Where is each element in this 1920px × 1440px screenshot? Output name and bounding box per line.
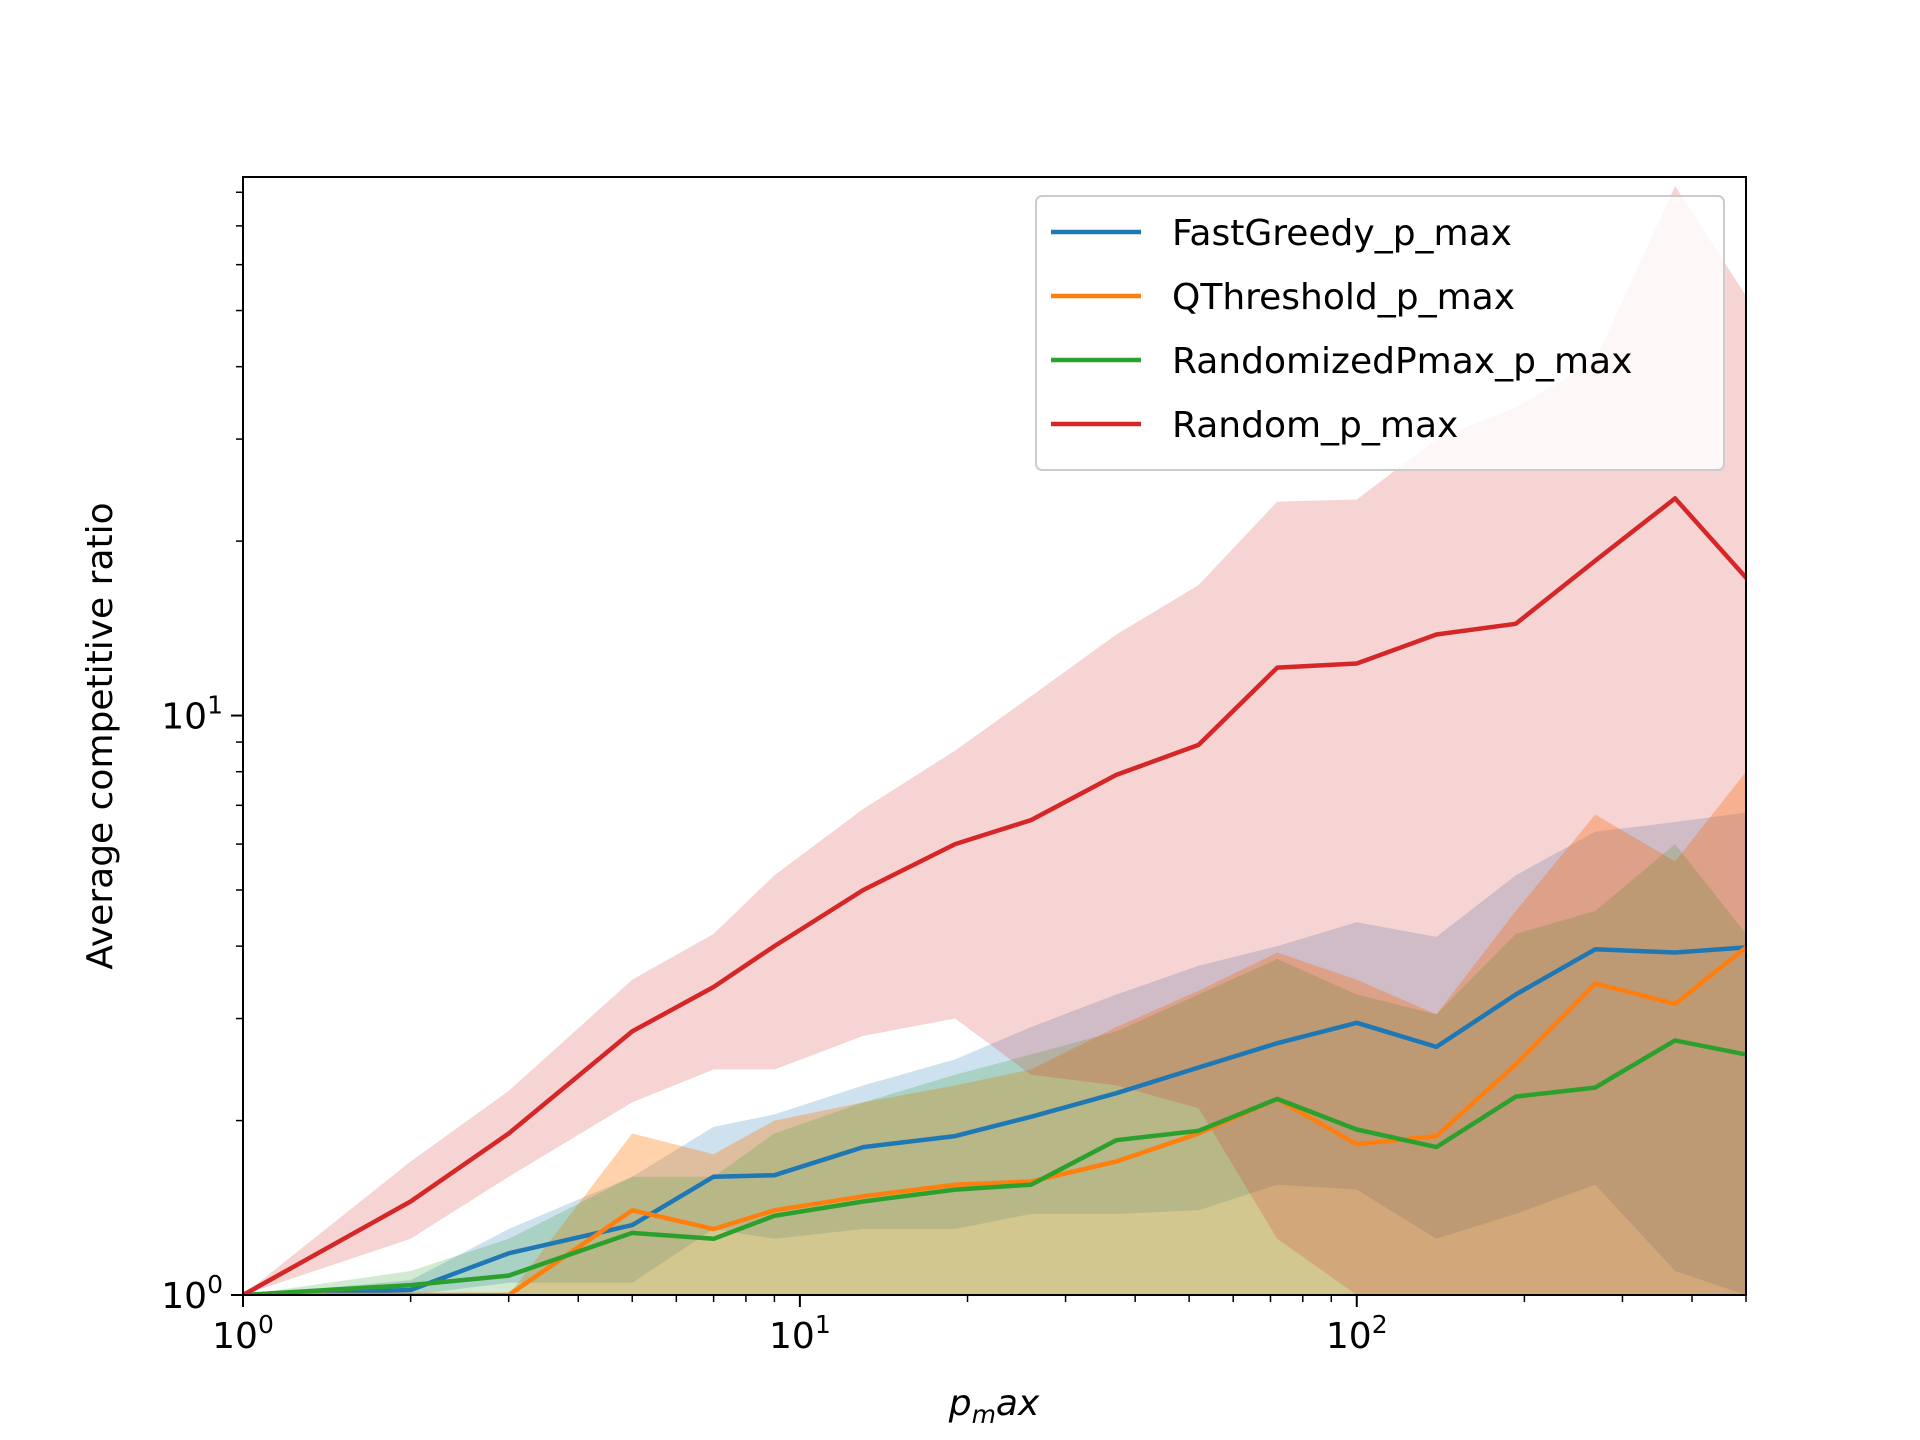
x-tick-label: 101 xyxy=(769,1310,831,1357)
line-randomizedpmax-p-max xyxy=(243,1038,1746,1295)
x-axis-label-rest: ax xyxy=(996,1383,1040,1424)
y-axis-label: Average competitive ratio xyxy=(80,502,121,969)
x-axis-label: pmax xyxy=(948,1383,1040,1429)
legend-label-randomizedpmax-p-max: RandomizedPmax_p_max xyxy=(1172,341,1632,382)
x-tick-label: 100 xyxy=(212,1310,274,1357)
x-axis-label-base: p xyxy=(948,1383,972,1424)
band-fastgreedy-p-max xyxy=(243,812,1746,1295)
line-fastgreedy-p-max xyxy=(243,945,1746,1295)
plot-frame xyxy=(242,176,1747,1296)
confidence-bands xyxy=(243,186,1746,1295)
line-qthreshold-p-max xyxy=(243,944,1746,1295)
legend-box xyxy=(1035,195,1725,471)
series-lines xyxy=(243,496,1746,1295)
legend-label-qthreshold-p-max: QThreshold_p_max xyxy=(1172,277,1515,318)
band-randomizedpmax-p-max xyxy=(243,844,1746,1295)
line-random-p-max xyxy=(243,496,1746,1295)
legend-label-random-p-max: Random_p_max xyxy=(1172,405,1458,446)
y-tick-label: 100 xyxy=(161,1270,223,1317)
x-tick-label: 102 xyxy=(1326,1310,1388,1357)
legend-label-fastgreedy-p-max: FastGreedy_p_max xyxy=(1172,213,1512,254)
x-axis-label-sub: m xyxy=(972,1400,996,1429)
y-tick-label: 101 xyxy=(161,691,223,738)
legend: FastGreedy_p_max QThreshold_p_max Randomiz… xyxy=(1035,195,1725,471)
band-qthreshold-p-max xyxy=(243,771,1746,1295)
axis-ticks: 100 101 102 100 101 xyxy=(161,191,1747,1357)
band-random-p-max xyxy=(243,186,1746,1295)
